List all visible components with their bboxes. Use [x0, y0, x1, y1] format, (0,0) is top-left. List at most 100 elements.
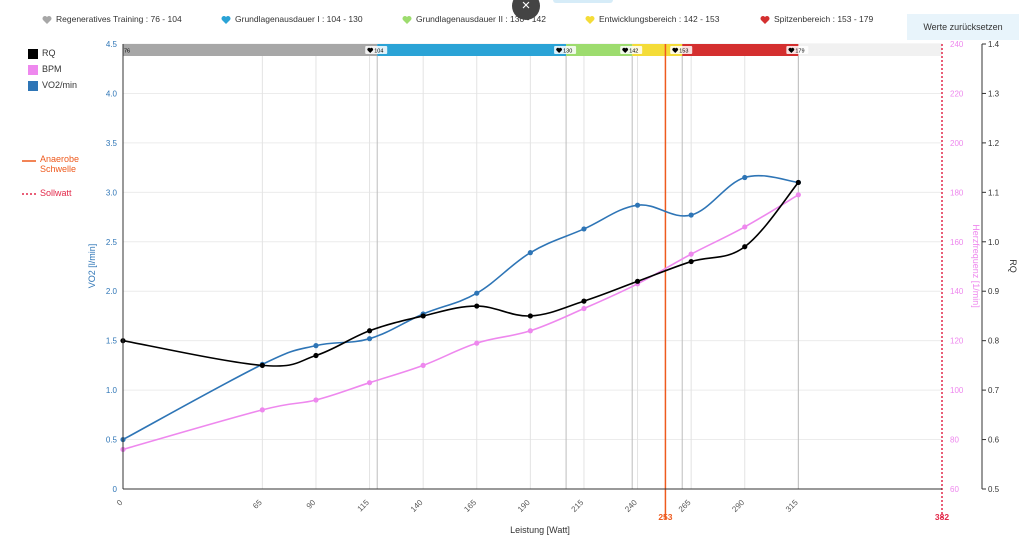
- y-right1-tick-label: 80: [950, 436, 959, 445]
- legend-item-bpm[interactable]: BPM: [28, 64, 62, 75]
- data-point: [742, 224, 748, 230]
- data-point: [420, 311, 426, 317]
- legend-item-sollwatt[interactable]: Sollwatt: [22, 188, 72, 198]
- data-point: [420, 362, 426, 368]
- zone-marker-bg: [620, 46, 643, 54]
- x-tick-label: 0: [115, 498, 125, 508]
- zone-bar-label: 142: [629, 49, 638, 55]
- zone-segment: [682, 44, 799, 56]
- zone-marker-bg: [786, 46, 809, 54]
- zone-segment: [123, 44, 378, 56]
- data-point: [581, 298, 587, 304]
- heart-icon: [221, 15, 231, 24]
- reference-line-label: 253: [658, 512, 672, 522]
- y-left-tick-label: 1.0: [106, 386, 118, 395]
- legend-label: RQ: [42, 48, 56, 58]
- grid: [122, 43, 942, 490]
- zone-legend-item-regenerativ[interactable]: Regeneratives Training : 76 - 104: [42, 14, 182, 25]
- data-point: [474, 340, 480, 346]
- heart-icon: [42, 15, 52, 24]
- data-point: [581, 226, 587, 232]
- y-right2-tick-label: 1.2: [988, 139, 1000, 148]
- x-tick-label: 215: [570, 498, 586, 514]
- data-point: [366, 328, 373, 334]
- y-right2-tick-label: 1.4: [988, 40, 1000, 49]
- zone-bar-label: 130: [563, 49, 572, 55]
- legend-item-vo2[interactable]: VO2/min: [28, 80, 77, 91]
- zone-legend-item-ga1[interactable]: Grundlagenausdauer I : 104 - 130: [221, 14, 363, 25]
- heart-icon: [585, 15, 595, 24]
- legend-item-anaerobe[interactable]: Anaerobe Schwelle: [22, 154, 79, 174]
- legend-swatch: [28, 48, 38, 59]
- data-point: [634, 281, 641, 287]
- y-left-tick-label: 1.5: [106, 337, 118, 346]
- zone-legend-label: Regeneratives Training : 76 - 104: [56, 14, 182, 24]
- heart-icon: [402, 15, 412, 24]
- data-point: [527, 313, 533, 319]
- zone-segment: [632, 44, 683, 56]
- zone-segment: [377, 44, 567, 56]
- y-right1-tick-label: 180: [950, 188, 964, 197]
- x-tick-label: 140: [409, 498, 425, 514]
- y-left-tick-label: 3.5: [106, 139, 118, 148]
- x-tick-label: 165: [462, 498, 478, 514]
- heart-icon: [622, 47, 629, 53]
- y-right2-tick-label: 1.0: [988, 238, 1000, 247]
- y-left-tick-label: 3.0: [106, 188, 118, 197]
- legend-swatch: [28, 80, 38, 91]
- y-left-tick-label: 0: [113, 485, 118, 494]
- y-right1-tick-label: 60: [950, 485, 959, 494]
- y-left-tick-label: 4.5: [106, 40, 118, 49]
- data-point: [120, 446, 126, 453]
- series-line-bpm: [122, 194, 799, 451]
- x-tick-label: 90: [305, 498, 318, 511]
- zone-marker-bg: [670, 46, 693, 54]
- x-axis-title: Leistung [Watt]: [510, 525, 570, 535]
- series-lines: [120, 174, 801, 453]
- zone-marker-bg: [554, 46, 577, 54]
- y-right1-tick-label: 160: [950, 238, 964, 247]
- series-line-rq: [122, 181, 799, 367]
- popup-tab: [553, 0, 613, 3]
- close-button[interactable]: ×: [512, 0, 540, 20]
- zone-bar-background: [123, 44, 942, 56]
- zone-legend-item-spitze[interactable]: Spitzenbereich : 153 - 179: [760, 14, 873, 25]
- dotted-line-icon: [22, 192, 36, 195]
- y-right2-tick-label: 0.9: [988, 287, 1000, 296]
- reset-values-button[interactable]: Werte zurücksetzen: [907, 14, 1019, 40]
- zone-legend-item-ga2[interactable]: Grundlagenausdauer II : 130 - 142: [402, 14, 546, 25]
- y-right2-tick-label: 0.7: [988, 386, 1000, 395]
- zone-bar-label: 179: [795, 49, 804, 55]
- heart-icon: [367, 47, 374, 53]
- y-right1-tick-label: 120: [950, 337, 964, 346]
- y-axis-right1-title: Herzfrequenz [1/min]: [971, 224, 981, 308]
- legend-label: Anaerobe: [40, 154, 80, 164]
- y-axis-right2-title: RQ: [1008, 259, 1018, 273]
- y-right2-tick-label: 1.3: [988, 89, 1000, 98]
- data-point: [527, 328, 533, 334]
- x-tick-label: 65: [251, 498, 264, 511]
- y-right2-tick-label: 0.5: [988, 485, 1000, 494]
- zone-legend-item-entwicklung[interactable]: Entwicklungsbereich : 142 - 153: [585, 14, 720, 25]
- y-right2-tick-label: 1.1: [988, 188, 1000, 197]
- y-left-tick-label: 4.0: [106, 89, 118, 98]
- data-point: [634, 202, 641, 208]
- y-right1-tick-label: 200: [950, 139, 964, 148]
- y-left-tick-label: 2.0: [106, 287, 118, 296]
- data-point: [259, 407, 265, 413]
- heart-icon: [788, 47, 795, 53]
- x-tick-label: 265: [677, 498, 693, 514]
- x-tick-label: 315: [784, 498, 800, 514]
- y-right1-tick-label: 240: [950, 40, 964, 49]
- y-right1-tick-label: 100: [950, 386, 964, 395]
- x-tick-label: 190: [516, 498, 532, 514]
- x-tick-label: 240: [623, 498, 639, 514]
- zone-marker-bg: [365, 46, 388, 54]
- data-point: [688, 212, 694, 218]
- data-point: [527, 250, 533, 256]
- legend-item-rq[interactable]: RQ: [28, 48, 56, 59]
- y-right1-tick-label: 220: [950, 89, 964, 98]
- zone-bar-label: 153: [679, 49, 688, 55]
- y-right2-tick-label: 0.8: [988, 337, 1000, 346]
